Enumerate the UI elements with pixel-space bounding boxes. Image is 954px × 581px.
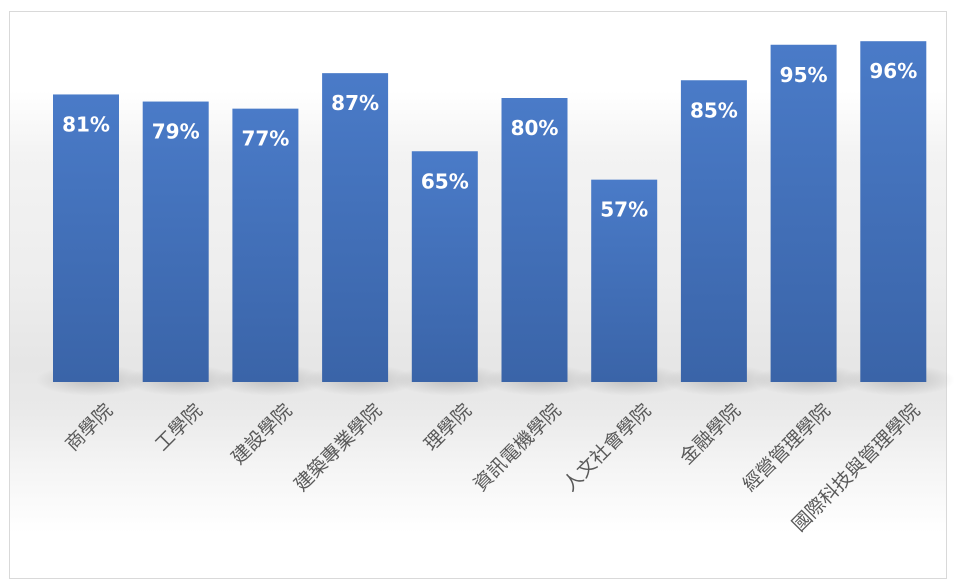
category-label-4: 建築專業學院	[290, 400, 386, 496]
data-label-1: 81%	[62, 112, 110, 136]
bar-3	[232, 108, 299, 383]
data-label-5: 65%	[421, 169, 469, 193]
data-label-2: 79%	[152, 120, 200, 144]
bar-8	[680, 80, 747, 382]
bar-4	[322, 73, 389, 383]
bars-group	[53, 41, 927, 383]
bar-2	[142, 101, 209, 383]
category-label-1: 商學院	[61, 400, 117, 456]
data-label-9: 95%	[780, 63, 828, 87]
data-labels-group: 81% 79% 77% 87% 65% 80% 57% 85% 95% 96%	[62, 59, 917, 221]
bar-5	[411, 151, 478, 382]
bar-7	[591, 179, 658, 382]
category-label-5: 理學院	[420, 400, 476, 456]
data-label-7: 57%	[600, 198, 648, 222]
category-label-8: 金融學院	[676, 400, 745, 469]
bar-6	[501, 98, 568, 382]
category-label-6: 資訊電機學院	[469, 400, 565, 496]
data-label-3: 77%	[241, 127, 289, 151]
data-label-4: 87%	[331, 91, 379, 115]
bar-9	[770, 44, 837, 382]
data-label-6: 80%	[511, 116, 559, 140]
category-label-2: 工學院	[151, 400, 207, 456]
bar-10	[860, 41, 927, 382]
data-label-10: 96%	[869, 59, 917, 83]
bar-1	[53, 94, 119, 382]
category-label-3: 建設學院	[227, 400, 296, 469]
category-label-7: 人文社會學院	[559, 400, 655, 496]
data-label-8: 85%	[690, 98, 738, 122]
category-label-9: 經營管理學院	[739, 400, 835, 496]
